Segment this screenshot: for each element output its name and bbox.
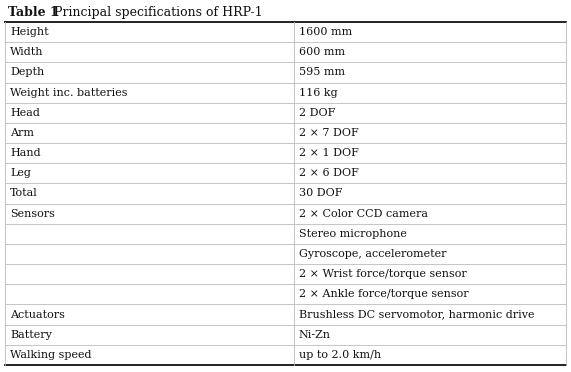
Text: 2 × Wrist force/torque sensor: 2 × Wrist force/torque sensor [299,269,467,279]
Text: 2 × 7 DOF: 2 × 7 DOF [299,128,359,138]
Text: Weight inc. batteries: Weight inc. batteries [10,88,127,97]
Text: Actuators: Actuators [10,310,65,320]
Bar [5,103,566,123]
Text: 2 × 6 DOF: 2 × 6 DOF [299,168,359,178]
Bar [5,143,566,163]
Text: Brushless DC servomotor, harmonic drive: Brushless DC servomotor, harmonic drive [299,310,534,320]
Bar [5,163,566,183]
Text: Table 1: Table 1 [8,6,59,19]
Bar [5,203,566,224]
Text: Gyroscope, accelerometer: Gyroscope, accelerometer [299,249,447,259]
Bar [5,244,566,264]
Bar [5,183,566,203]
Text: 2 × Ankle force/torque sensor: 2 × Ankle force/torque sensor [299,289,469,299]
Text: Sensors: Sensors [10,209,55,219]
Text: Leg: Leg [10,168,31,178]
Text: Total: Total [10,189,38,199]
Bar [5,264,566,284]
Bar [5,22,566,42]
Bar [5,224,566,244]
Text: 595 mm: 595 mm [299,67,345,77]
Text: 1600 mm: 1600 mm [299,27,352,37]
Text: 116 kg: 116 kg [299,88,337,97]
Text: Walking speed: Walking speed [10,350,91,360]
Text: 30 DOF: 30 DOF [299,189,343,199]
Bar [5,284,566,304]
Text: 2 × 1 DOF: 2 × 1 DOF [299,148,359,158]
Text: Principal specifications of HRP-1: Principal specifications of HRP-1 [46,6,263,19]
Bar [5,325,566,345]
Text: 600 mm: 600 mm [299,47,345,57]
Bar [5,304,566,325]
Bar [5,123,566,143]
Bar [5,42,566,62]
Text: Depth: Depth [10,67,44,77]
Text: Width: Width [10,47,43,57]
Text: 2 × Color CCD camera: 2 × Color CCD camera [299,209,428,219]
Text: 2 DOF: 2 DOF [299,108,335,118]
Bar [5,62,566,83]
Text: Height: Height [10,27,49,37]
Text: Stereo microphone: Stereo microphone [299,229,407,239]
Text: Head: Head [10,108,40,118]
Text: Ni-Zn: Ni-Zn [299,330,331,340]
Bar [5,83,566,103]
Text: Hand: Hand [10,148,41,158]
Bar [5,345,566,365]
Text: Battery: Battery [10,330,52,340]
Text: up to 2.0 km/h: up to 2.0 km/h [299,350,381,360]
Text: Arm: Arm [10,128,34,138]
